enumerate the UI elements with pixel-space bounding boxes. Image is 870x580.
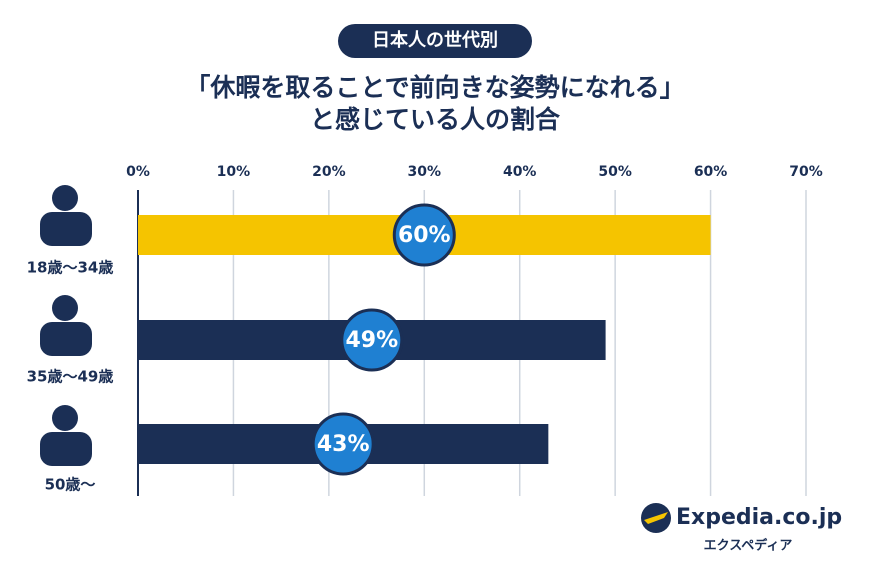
logo: Expedia.co.jp エクスペディア [641, 503, 842, 554]
x-tick-label: 70% [789, 164, 823, 180]
x-tick-label: 50% [598, 164, 632, 180]
x-tick-label: 30% [408, 164, 442, 180]
brand-sub: エクスペディア [704, 538, 793, 554]
x-tick-label: 60% [694, 164, 728, 180]
category-label: 35歳～49歳 [27, 368, 114, 386]
value-badge [311, 412, 375, 476]
value-label: 60% [398, 223, 451, 248]
person-icons [40, 185, 92, 466]
brand: Expedia.co.jp [676, 505, 842, 530]
x-tick-label: 10% [217, 164, 251, 180]
category-label: 50歳～ [45, 476, 96, 494]
badge: 日本人の世代別 [372, 29, 498, 51]
x-tick-label: 40% [503, 164, 537, 180]
value-label: 43% [317, 432, 370, 457]
chart-title: 「休暇を取ることで前向きな姿勢になれる」 [185, 73, 684, 102]
category-label: 18歳～34歳 [27, 259, 114, 277]
value-badge [340, 308, 404, 372]
value-label: 49% [345, 328, 398, 353]
value-badge [392, 203, 456, 267]
x-tick-label: 20% [312, 164, 346, 180]
badge-bg [338, 24, 532, 58]
chart-subtitle: と感じている人の割合 [310, 105, 561, 134]
x-tick-label: 0% [126, 164, 150, 180]
